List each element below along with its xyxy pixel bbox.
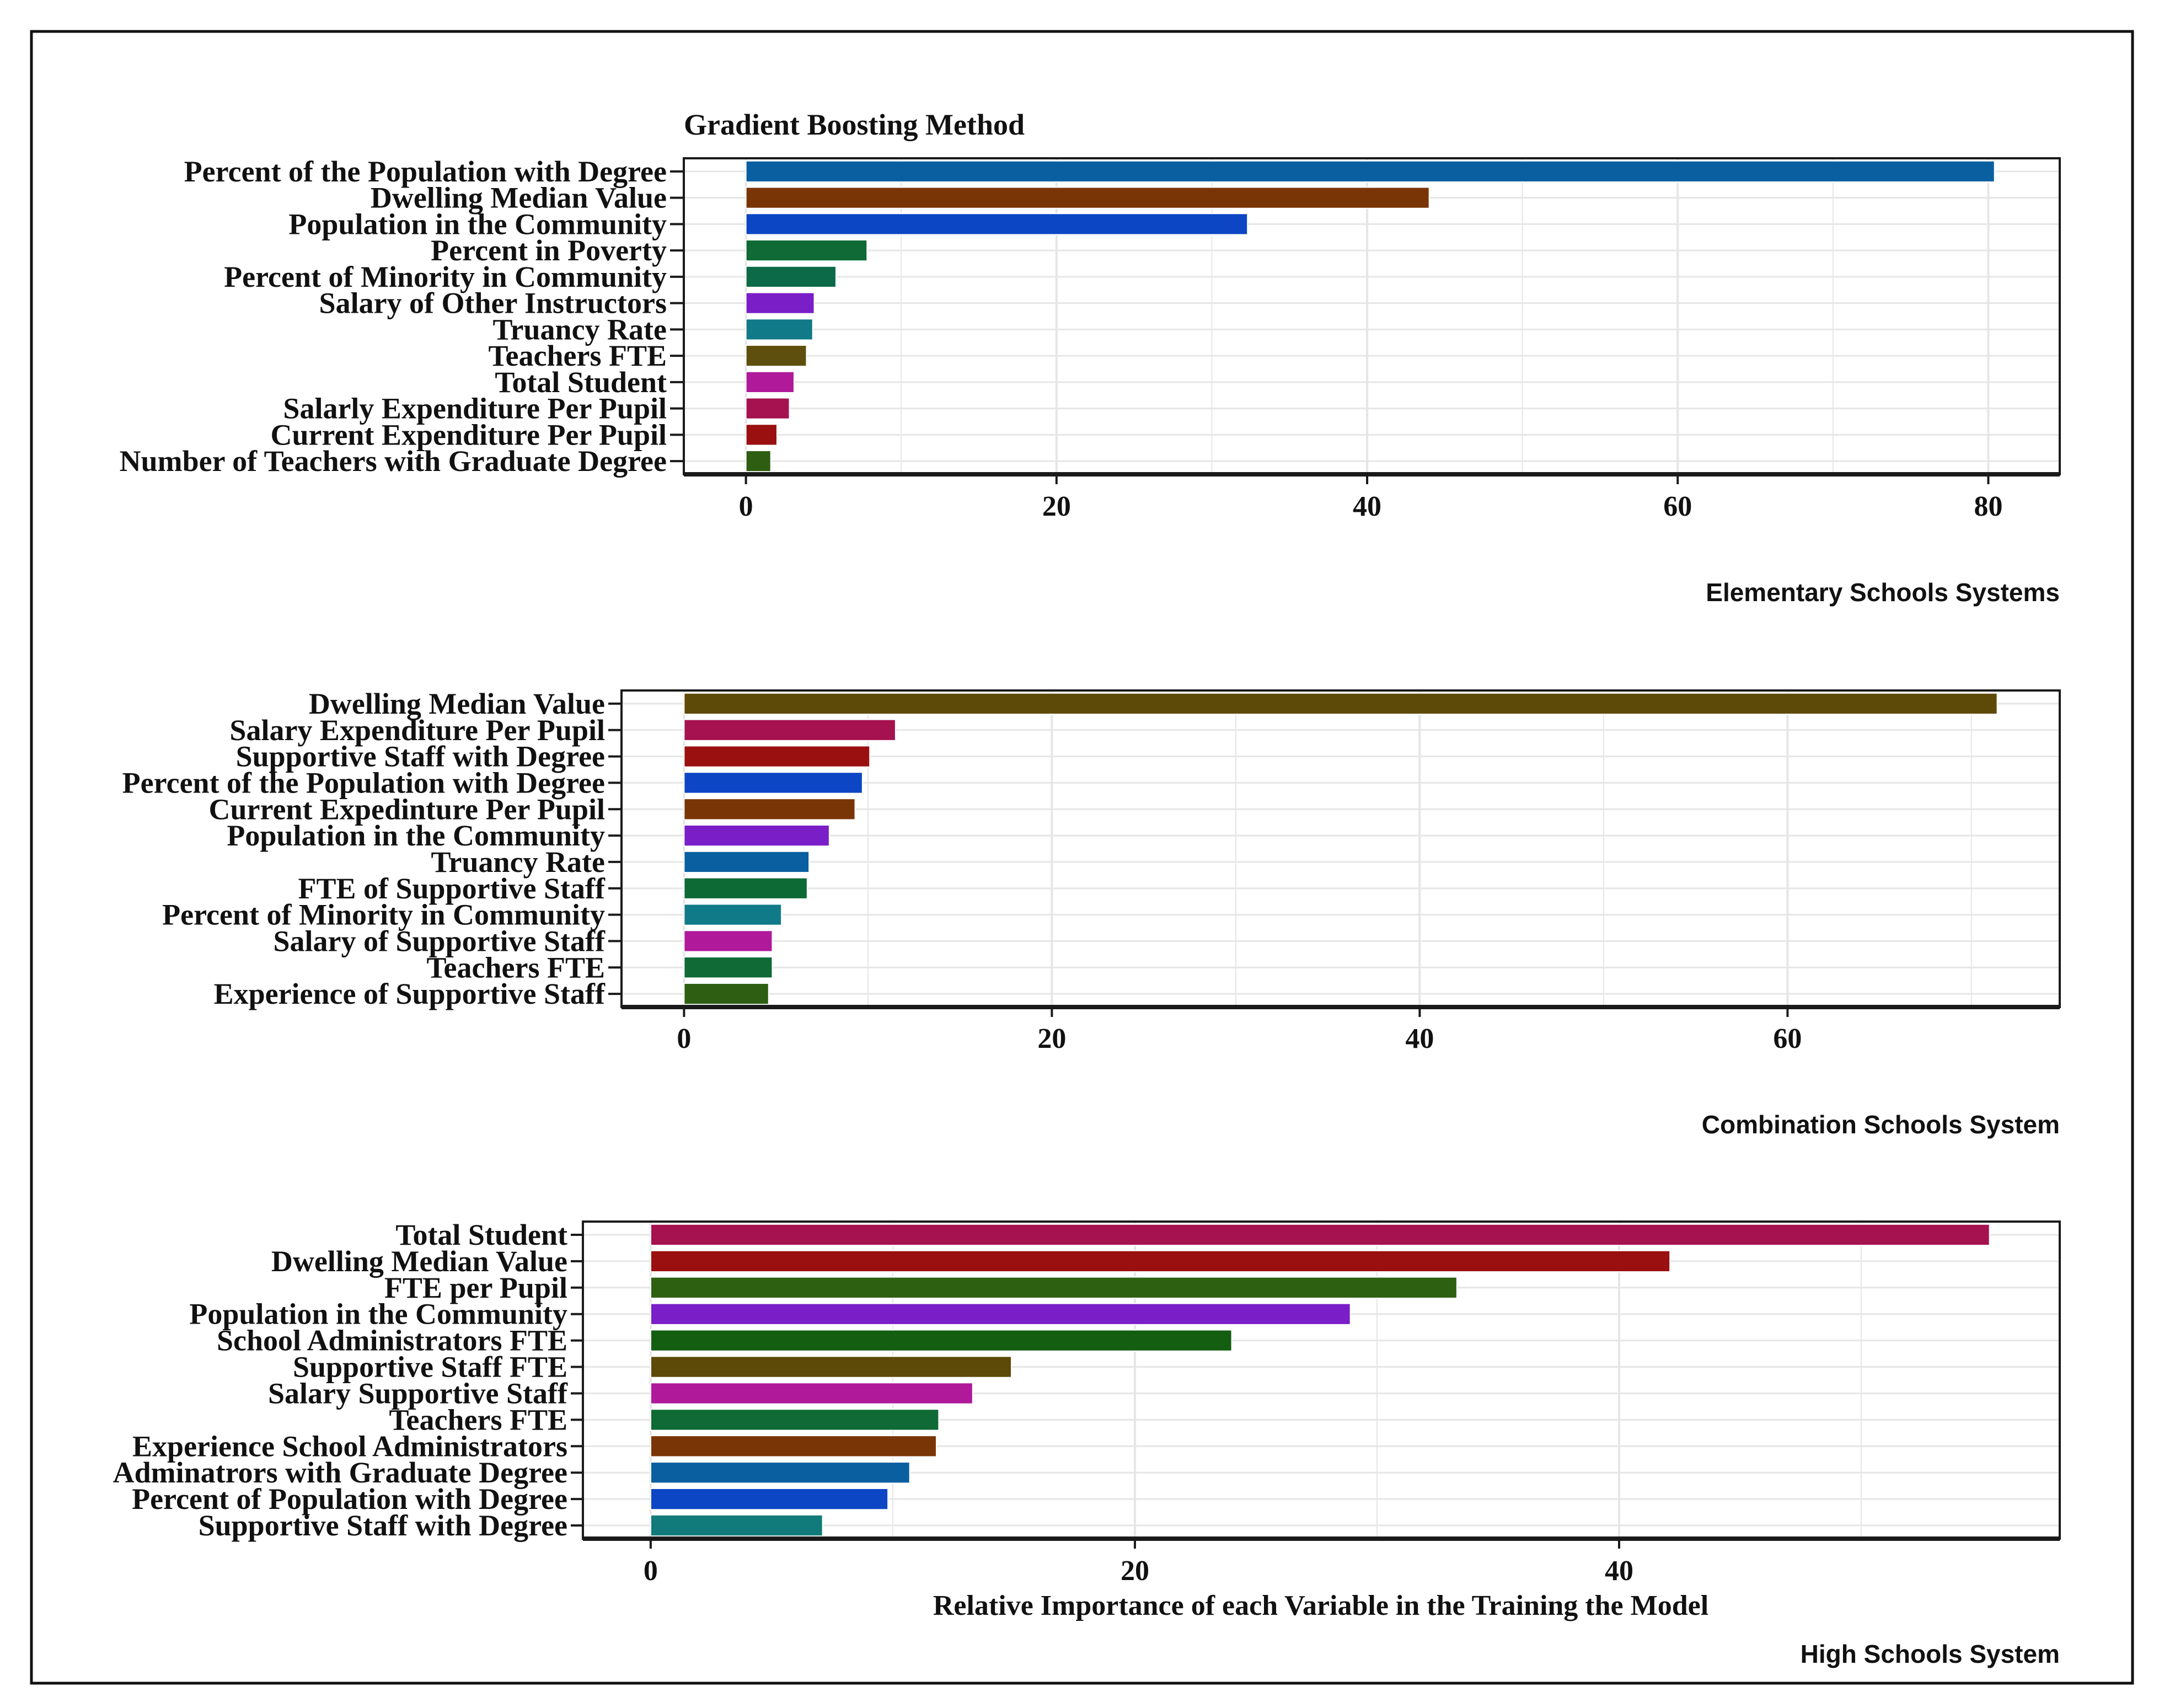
combination-x-tick-label: 40 (1405, 1023, 1434, 1054)
combination-category-label: Population in the Community (227, 819, 605, 852)
combination-bar (683, 798, 856, 821)
combination-bar (683, 982, 769, 1005)
high-category-label: Population in the Community (189, 1298, 567, 1331)
elementary-category-label: Percent of the Population with Degree (184, 155, 667, 188)
combination-bar (683, 692, 1998, 715)
high-bar (650, 1461, 910, 1484)
combination-category-label: Dwelling Median Value (309, 687, 605, 720)
high-x-tick-label: 40 (1605, 1555, 1633, 1587)
high-bar (650, 1250, 1671, 1273)
elementary-bar (745, 397, 790, 420)
elementary-bar (745, 265, 837, 288)
combination-bar (683, 772, 863, 794)
combination-x-tick-label: 20 (1037, 1023, 1066, 1054)
combination-caption: Combination Schools System (1702, 1110, 2060, 1139)
elementary-x-tick-label: 0 (739, 491, 753, 522)
combination-bar (683, 956, 773, 979)
combination-bar (683, 824, 830, 847)
high-caption: High Schools System (1801, 1640, 2060, 1668)
elementary-bar (745, 450, 772, 473)
high-category-label: FTE per Pupil (384, 1271, 567, 1304)
elementary-bar (745, 160, 1995, 183)
combination-category-label: Experience of Supportive Staff (214, 977, 606, 1010)
high-bar (650, 1276, 1458, 1299)
high-category-label: Salary Supportive Staff (268, 1377, 568, 1410)
elementary-category-label: Salarly Expenditure Per Pupil (283, 392, 667, 425)
combination-category-label: Percent of Minority in Community (162, 898, 605, 931)
elementary-category-label: Population in the Community (288, 207, 667, 240)
high-category-label: Total Student (395, 1218, 567, 1251)
elementary-category-label: Salary of Other Instructors (319, 287, 667, 320)
elementary-category-label: Number of Teachers with Graduate Degree (120, 445, 667, 478)
high-bar (650, 1223, 1990, 1246)
combination-x-tick-label: 0 (677, 1023, 691, 1054)
figure-border (30, 30, 2134, 1685)
high-bar (650, 1409, 940, 1431)
combination-category-label: Truancy Rate (431, 845, 605, 879)
elementary-x-tick-label: 80 (1974, 491, 2002, 522)
elementary-category-label: Percent in Poverty (431, 234, 667, 267)
high-category-label: Adminatrors with Graduate Degree (113, 1456, 567, 1489)
x-axis-label: Relative Importance of each Variable in … (933, 1590, 1708, 1621)
combination-bar (683, 745, 871, 768)
elementary-category-label: Current Expenditure Per Pupil (270, 418, 667, 451)
high-bar (650, 1303, 1351, 1325)
combination-category-label: Salary of Supportive Staff (273, 924, 606, 957)
combination-bar (683, 903, 783, 926)
panel-elementary: Percent of the Population with DegreeDwe… (120, 155, 2061, 607)
combination-category-label: Percent of the Population with Degree (122, 766, 605, 799)
elementary-bar (745, 318, 813, 341)
elementary-bar (745, 292, 815, 314)
elementary-bar (745, 186, 1430, 209)
combination-category-label: FTE of Supportive Staff (298, 872, 606, 905)
combination-bar (683, 850, 810, 874)
elementary-bar (745, 424, 778, 446)
elementary-bar (745, 239, 868, 262)
elementary-caption: Elementary Schools Systems (1706, 578, 2060, 607)
elementary-bar (745, 371, 795, 393)
high-bar (650, 1514, 823, 1537)
high-bar (650, 1382, 973, 1405)
combination-x-tick-label: 60 (1773, 1023, 1802, 1054)
elementary-x-tick-label: 20 (1042, 491, 1071, 522)
high-category-label: Experience School Administrators (132, 1429, 567, 1463)
high-bar (650, 1329, 1233, 1352)
high-category-label: School Administrators FTE (217, 1324, 567, 1357)
elementary-category-label: Truancy Rate (493, 313, 667, 346)
combination-bar (683, 930, 773, 952)
combination-category-label: Teachers FTE (427, 951, 606, 984)
elementary-category-label: Percent of Minority in Community (224, 260, 667, 293)
elementary-category-label: Total Student (495, 366, 667, 399)
elementary-bar (745, 345, 807, 367)
combination-bar (683, 719, 896, 741)
high-category-label: Percent of Population with Degree (132, 1482, 567, 1516)
elementary-plot-area (684, 158, 2060, 474)
high-category-label: Supportive Staff FTE (293, 1351, 567, 1384)
combination-category-label: Supportive Staff with Degree (236, 740, 605, 773)
high-x-tick-label: 20 (1121, 1555, 1149, 1587)
high-bar (650, 1487, 889, 1511)
combination-category-label: Current Expedinture Per Pupil (208, 793, 605, 826)
elementary-x-tick-label: 40 (1353, 491, 1381, 522)
combination-category-label: Salary Expenditure Per Pupil (229, 714, 605, 747)
high-x-tick-label: 0 (644, 1555, 658, 1587)
elementary-category-label: Dwelling Median Value (371, 181, 667, 215)
high-category-label: Teachers FTE (389, 1403, 568, 1436)
high-bar (650, 1356, 1012, 1378)
elementary-x-tick-label: 60 (1663, 491, 1692, 522)
elementary-bar (745, 213, 1249, 235)
high-category-label: Dwelling Median Value (271, 1245, 567, 1278)
high-bar (650, 1435, 937, 1458)
figure-title: Gradient Boosting Method (684, 108, 1025, 141)
combination-bar (683, 877, 808, 899)
high-category-label: Supportive Staff with Degree (199, 1509, 567, 1542)
elementary-category-label: Teachers FTE (489, 339, 667, 372)
high-plot-area (583, 1222, 2060, 1539)
combination-plot-area (622, 690, 2060, 1007)
